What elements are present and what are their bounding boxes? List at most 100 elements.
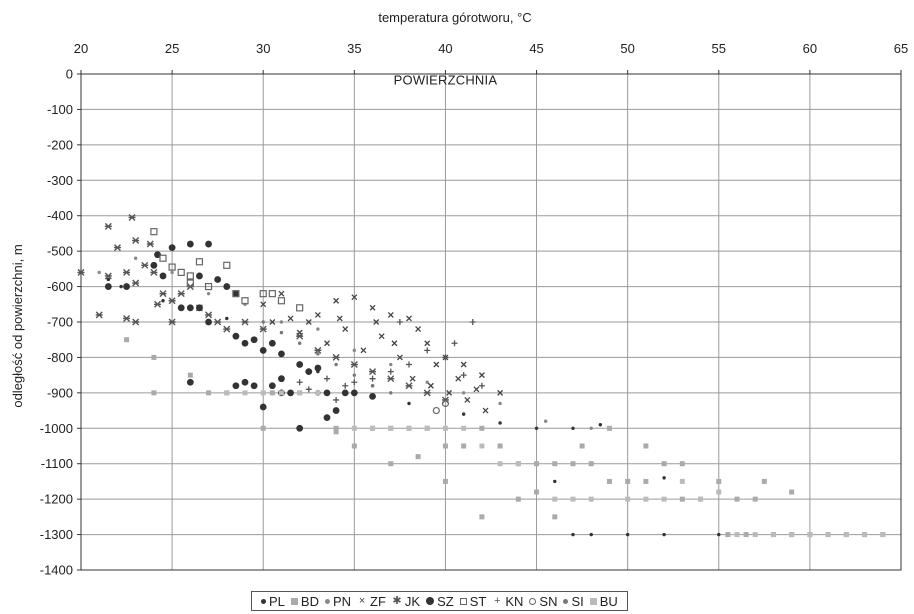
data-point-jk <box>104 222 112 230</box>
data-point-kn <box>406 361 412 368</box>
data-point-sn <box>441 399 450 408</box>
data-point-pl <box>553 479 557 484</box>
data-point-bu <box>370 425 376 431</box>
data-point-zf <box>396 354 403 361</box>
data-point-jk <box>405 382 413 390</box>
data-point-sz <box>196 304 203 312</box>
data-point-si <box>389 391 393 395</box>
data-point-bd <box>479 425 485 431</box>
data-point-pn <box>498 401 502 406</box>
data-point-sz <box>369 393 376 400</box>
data-point-sz <box>305 368 313 375</box>
data-point-jk <box>128 213 136 221</box>
data-point-zf <box>373 319 380 325</box>
y-axis-ticks: 0 -100 -200 -300 -400 -500 -600 -700 -800 -900 -10… <box>40 67 81 578</box>
data-point-sz <box>123 283 130 290</box>
data-point-jk <box>95 311 103 319</box>
data-point-bu <box>424 425 430 431</box>
data-point-zf <box>336 315 343 322</box>
data-point-bu <box>388 425 394 431</box>
data-point-kn <box>342 382 349 389</box>
data-point-jk <box>154 300 162 308</box>
data-point-jk <box>314 346 322 354</box>
data-point-bd <box>552 461 558 467</box>
data-point-bu <box>570 496 576 502</box>
data-point-bd <box>442 478 448 484</box>
data-point-jk <box>214 318 222 326</box>
data-point-bu <box>880 532 886 538</box>
data-point-kn <box>324 375 330 382</box>
data-point-bd <box>734 496 740 502</box>
data-point-bu <box>224 390 230 396</box>
data-point-zf <box>473 386 480 393</box>
y-tick-label: -600 <box>47 279 73 294</box>
data-point-bd <box>497 443 503 449</box>
legend-label: PL <box>269 593 285 609</box>
data-point-bd <box>442 443 448 449</box>
data-point-sz <box>214 276 222 283</box>
data-point-bd <box>625 478 631 484</box>
data-point-pn <box>425 380 429 384</box>
y-tick-label: -1300 <box>40 527 73 542</box>
data-point-jk <box>259 325 267 333</box>
data-point-jk <box>132 237 140 245</box>
data-point-pl <box>407 401 411 406</box>
data-point-sz <box>159 272 167 280</box>
data-point-kn <box>369 375 376 382</box>
legend-label: ZF <box>370 593 386 609</box>
data-point-zf <box>409 375 416 382</box>
y-tick-label: -1400 <box>40 563 73 578</box>
data-point-sz <box>223 283 231 290</box>
data-point-st <box>223 261 231 269</box>
legend-label: BU <box>599 593 618 609</box>
data-point-bd <box>552 514 558 520</box>
data-point-bd <box>151 390 157 396</box>
legend-marker-plus: + <box>494 595 501 607</box>
data-point-bd <box>579 443 585 449</box>
legend-item-pl: PL <box>261 594 285 609</box>
x-tick-label: 55 <box>712 41 726 56</box>
data-point-pn <box>352 348 357 353</box>
data-point-pn <box>389 362 393 367</box>
data-point-jk <box>159 290 167 298</box>
data-point-pn <box>316 327 320 331</box>
legend-label: SZ <box>437 593 454 609</box>
data-point-zf <box>455 375 462 382</box>
data-point-jk <box>423 389 431 397</box>
data-point-pl <box>571 426 575 430</box>
data-point-jk <box>123 314 131 322</box>
legend-item-si: SI <box>563 594 584 609</box>
data-point-pn <box>461 391 466 395</box>
data-point-st <box>150 228 158 236</box>
data-point-sz <box>232 382 240 390</box>
data-point-si <box>352 373 357 377</box>
data-point-bd <box>124 337 130 343</box>
data-point-bu <box>242 390 248 396</box>
data-point-bd <box>661 461 667 467</box>
data-point-zf <box>464 396 471 403</box>
y-tick-label: -500 <box>47 244 73 259</box>
data-point-bd <box>534 489 540 495</box>
data-point-bu <box>260 390 266 396</box>
data-point-zf <box>460 361 467 368</box>
x-tick-label: 35 <box>347 41 361 56</box>
data-point-pn <box>97 270 101 275</box>
data-point-zf <box>278 290 285 297</box>
data-point-jk <box>369 368 377 376</box>
data-point-pn <box>589 426 593 430</box>
data-point-sz <box>205 318 212 326</box>
data-point-pl <box>662 476 666 480</box>
data-point-sz <box>205 240 212 248</box>
data-point-bu <box>406 425 412 431</box>
data-point-st <box>296 304 304 312</box>
data-point-sz <box>241 339 249 347</box>
data-point-bd <box>789 489 795 495</box>
data-point-jk <box>146 240 154 248</box>
annotation-label: POWIERZCHNIA <box>394 73 498 88</box>
data-point-bd <box>643 478 649 484</box>
data-point-st <box>195 258 204 266</box>
data-point-kn <box>424 347 431 354</box>
data-point-bd <box>588 461 594 467</box>
data-point-bd <box>333 429 339 435</box>
data-point-pn <box>206 291 211 296</box>
